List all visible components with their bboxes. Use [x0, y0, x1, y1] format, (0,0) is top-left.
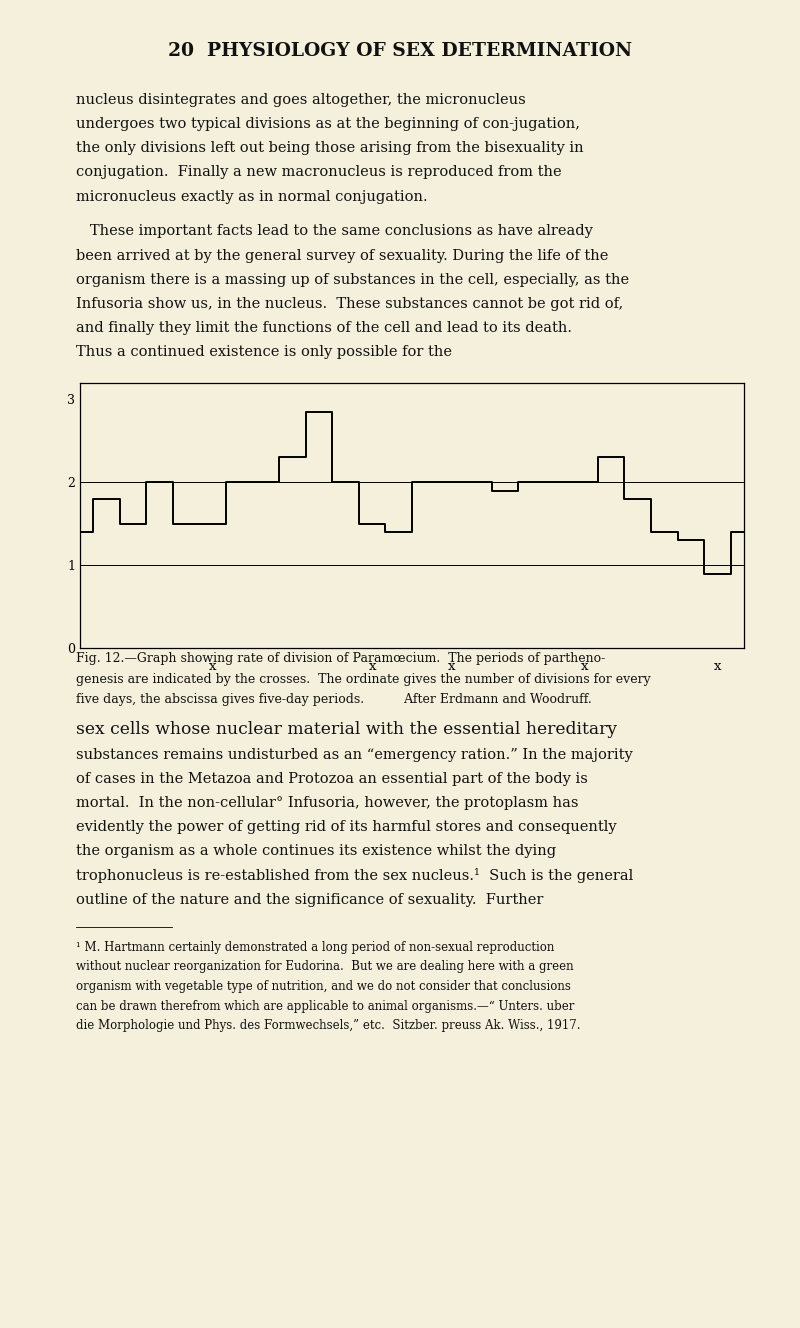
Text: can be drawn therefrom which are applicable to animal organisms.—“ Unters. uber: can be drawn therefrom which are applica…: [76, 1000, 574, 1012]
Text: 20  PHYSIOLOGY OF SEX DETERMINATION: 20 PHYSIOLOGY OF SEX DETERMINATION: [168, 42, 632, 61]
Text: die Morphologie und Phys. des Formwechsels,” etc.  Sitzber. preuss Ak. Wiss., 19: die Morphologie und Phys. des Formwechse…: [76, 1020, 581, 1032]
Text: without nuclear reorganization for Eudorina.  But we are dealing here with a gre: without nuclear reorganization for Eudor…: [76, 960, 574, 973]
Text: the organism as a whole continues its existence whilst the dying: the organism as a whole continues its ex…: [76, 845, 556, 858]
Text: ¹ M. Hartmann certainly demonstrated a long period of non-sexual reproduction: ¹ M. Hartmann certainly demonstrated a l…: [76, 940, 554, 954]
Text: x: x: [581, 660, 588, 673]
Text: Thus a continued existence is only possible for the: Thus a continued existence is only possi…: [76, 345, 452, 360]
Text: undergoes two typical divisions as at the beginning of con­jugation,: undergoes two typical divisions as at th…: [76, 117, 580, 131]
Text: Infusoria show us, in the nucleus.  These substances cannot be got rid of,: Infusoria show us, in the nucleus. These…: [76, 297, 623, 311]
Text: x: x: [209, 660, 217, 673]
Text: These important facts lead to the same conclusions as have already: These important facts lead to the same c…: [76, 224, 593, 239]
Text: outline of the nature and the significance of sexuality.  Further: outline of the nature and the significan…: [76, 892, 543, 907]
Text: nucleus disintegrates and goes altogether, the micronucleus: nucleus disintegrates and goes altogethe…: [76, 93, 526, 108]
Text: conjugation.  Finally a new macronucleus is reproduced from the: conjugation. Finally a new macronucleus …: [76, 166, 562, 179]
Text: been arrived at by the general survey of sexuality. During the life of the: been arrived at by the general survey of…: [76, 248, 608, 263]
Text: organism there is a massing up of substances in the cell, especially, as the: organism there is a massing up of substa…: [76, 272, 629, 287]
Text: evidently the power of getting rid of its harmful stores and consequently: evidently the power of getting rid of it…: [76, 819, 617, 834]
Text: the only divisions left out being those arising from the bisexuality in: the only divisions left out being those …: [76, 141, 584, 155]
Text: x: x: [714, 660, 721, 673]
Text: organism with vegetable type of nutrition, and we do not consider that conclusio: organism with vegetable type of nutritio…: [76, 980, 571, 993]
Text: of cases in the Metazoa and Protozoa an essential part of the body is: of cases in the Metazoa and Protozoa an …: [76, 772, 588, 786]
Text: substances remains undisturbed as an “emergency ration.” In the majority: substances remains undisturbed as an “em…: [76, 748, 633, 761]
Text: and finally they limit the functions of the cell and lead to its death.: and finally they limit the functions of …: [76, 321, 572, 335]
Text: trophonucleus is re-established from the sex nucleus.¹  Such is the general: trophonucleus is re-established from the…: [76, 869, 634, 883]
Text: genesis are indicated by the crosses.  The ordinate gives the number of division: genesis are indicated by the crosses. Th…: [76, 673, 650, 685]
Text: x: x: [448, 660, 455, 673]
Text: five days, the abscissa gives five-day periods.          After Erdmann and Woodr: five days, the abscissa gives five-day p…: [76, 693, 592, 706]
Text: x: x: [369, 660, 376, 673]
Text: micronucleus exactly as in normal conjugation.: micronucleus exactly as in normal conjug…: [76, 190, 428, 203]
Text: mortal.  In the non-cellular° Infusoria, however, the protoplasm has: mortal. In the non-cellular° Infusoria, …: [76, 795, 578, 810]
Text: sex cells whose nuclear material with the essential hereditary: sex cells whose nuclear material with th…: [76, 721, 617, 738]
Text: Fig. 12.—Graph showing rate of division of Paramœcium.  The periods of partheno-: Fig. 12.—Graph showing rate of division …: [76, 652, 606, 665]
